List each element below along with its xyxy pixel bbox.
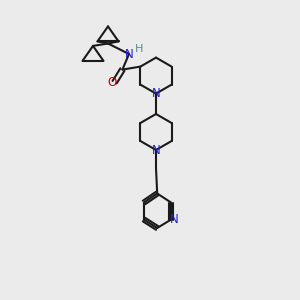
Text: N: N	[170, 213, 179, 226]
Text: N: N	[152, 143, 160, 157]
Text: N: N	[124, 47, 134, 61]
Text: H: H	[135, 44, 143, 54]
Text: O: O	[108, 76, 117, 89]
Text: N: N	[152, 87, 160, 100]
